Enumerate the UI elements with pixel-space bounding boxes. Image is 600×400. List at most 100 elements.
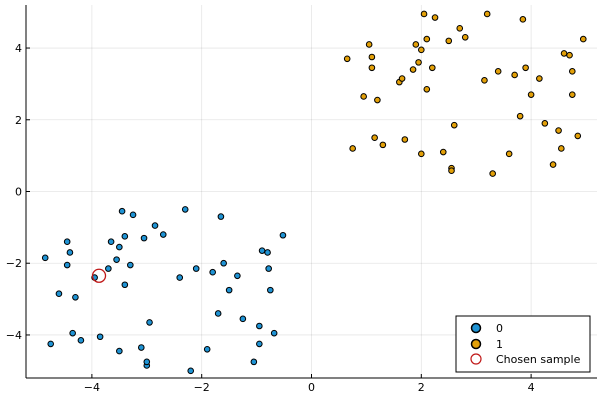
point-series-0 (47, 340, 55, 348)
point-series-0 (192, 265, 200, 272)
point-series-0 (55, 290, 63, 298)
point-series-1 (516, 112, 524, 120)
point-series-1 (448, 167, 455, 174)
point-series-0 (225, 286, 233, 294)
point-series-1 (527, 91, 535, 98)
point-series-1 (461, 33, 469, 41)
point-series-0 (279, 231, 287, 239)
axes (25, 5, 597, 379)
point-series-1 (423, 85, 431, 93)
point-series-1 (360, 93, 367, 100)
point-series-1 (536, 75, 543, 82)
point-series-1 (574, 132, 582, 140)
point-series-1 (368, 64, 376, 72)
point-series-1 (519, 16, 527, 23)
y-tick-label: −4 (6, 329, 22, 342)
point-series-1 (560, 50, 568, 57)
point-series-1 (412, 41, 420, 48)
point-series-1 (579, 35, 587, 43)
point-series-1 (418, 46, 425, 54)
point-series-0 (256, 322, 263, 330)
point-series-0 (256, 340, 263, 348)
point-series-1 (374, 96, 381, 104)
point-series-0 (258, 247, 266, 254)
point-series-0 (250, 358, 258, 366)
point-series-1 (511, 71, 518, 79)
point-series-0 (41, 254, 49, 262)
point-series-0 (63, 238, 71, 246)
point-series-0 (203, 346, 211, 353)
point-series-0 (239, 315, 247, 323)
chosen-sample-marker (91, 268, 107, 283)
point-series-1 (401, 136, 409, 143)
point-series-0 (265, 265, 272, 272)
point-series-1 (483, 10, 491, 18)
point-series-0 (118, 207, 126, 215)
legend-label-series-1: 1 (496, 338, 503, 351)
point-series-1 (522, 64, 529, 72)
point-series-0 (66, 249, 74, 256)
point-series-0 (209, 268, 216, 276)
x-tick-label: −4 (84, 381, 100, 394)
y-tick-label: −2 (6, 257, 22, 270)
data-points (41, 10, 587, 375)
point-series-0 (176, 274, 184, 281)
point-series-1 (568, 68, 576, 75)
point-series-1 (420, 10, 428, 18)
point-series-0 (143, 358, 151, 366)
point-series-0 (113, 256, 120, 263)
point-series-0 (146, 319, 153, 326)
point-series-0 (217, 213, 225, 220)
point-series-0 (72, 294, 79, 301)
point-series-1 (365, 41, 373, 48)
y-tick-label: 4 (15, 42, 22, 55)
legend-marker-series-1 (470, 338, 482, 350)
x-tick-label: −2 (194, 381, 210, 394)
legend: 0 1 Chosen sample (455, 315, 591, 373)
point-series-1 (481, 77, 488, 84)
point-series-0 (264, 249, 271, 256)
point-series-1 (541, 120, 549, 127)
y-tick-label: 2 (15, 114, 22, 127)
point-series-0 (267, 286, 274, 294)
point-series-1 (428, 64, 436, 72)
point-series-1 (415, 59, 422, 66)
point-series-0 (63, 261, 71, 269)
point-series-0 (214, 310, 222, 317)
point-series-0 (107, 238, 115, 246)
point-series-0 (121, 281, 129, 289)
point-series-1 (371, 134, 378, 142)
x-tick-label: 0 (308, 381, 315, 394)
point-series-0 (187, 367, 195, 375)
point-series-1 (549, 161, 557, 168)
point-series-0 (116, 243, 123, 251)
point-series-0 (116, 347, 123, 355)
legend-label-chosen-sample: Chosen sample (496, 353, 581, 366)
point-series-0 (181, 206, 189, 213)
point-series-0 (151, 222, 159, 229)
point-series-1 (398, 75, 406, 82)
x-tick-label: 2 (418, 381, 425, 394)
legend-marker-series-0 (470, 322, 482, 334)
y-tick-label: 0 (15, 186, 22, 199)
point-series-0 (77, 337, 85, 344)
point-series-1 (558, 145, 565, 152)
legend-marker-chosen-sample (470, 353, 482, 365)
point-series-1 (439, 148, 447, 156)
point-series-0 (105, 265, 112, 272)
point-series-0 (270, 329, 278, 337)
point-series-0 (127, 261, 134, 269)
point-series-1 (568, 91, 576, 98)
point-series-1 (409, 66, 417, 73)
point-series-1 (456, 25, 464, 32)
point-series-0 (121, 233, 129, 240)
legend-label-series-0: 0 (496, 322, 503, 335)
point-series-0 (69, 329, 76, 337)
point-series-1 (379, 141, 387, 149)
point-series-1 (349, 145, 356, 152)
point-series-1 (566, 51, 573, 59)
point-series-1 (494, 68, 502, 75)
point-series-0 (220, 259, 227, 267)
x-tick-label: 4 (528, 381, 535, 394)
